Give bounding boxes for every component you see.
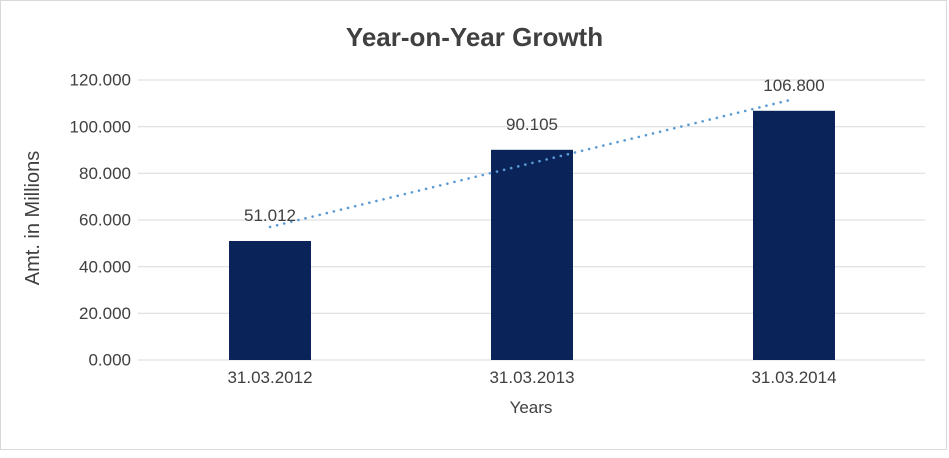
svg-text:31.03.2012: 31.03.2012 bbox=[227, 368, 312, 387]
svg-text:Amt. in Millions: Amt. in Millions bbox=[22, 151, 44, 285]
svg-text:60.000: 60.000 bbox=[79, 211, 131, 230]
svg-text:31.03.2014: 31.03.2014 bbox=[751, 368, 836, 387]
svg-text:106.800: 106.800 bbox=[763, 76, 824, 95]
svg-text:51.012: 51.012 bbox=[244, 206, 296, 225]
svg-text:Years: Years bbox=[510, 398, 553, 417]
svg-text:80.000: 80.000 bbox=[79, 164, 131, 183]
svg-text:20.000: 20.000 bbox=[79, 304, 131, 323]
svg-text:90.105: 90.105 bbox=[506, 115, 558, 134]
svg-text:100.000: 100.000 bbox=[70, 117, 131, 136]
svg-text:31.03.2013: 31.03.2013 bbox=[489, 368, 574, 387]
svg-text:120.000: 120.000 bbox=[70, 71, 131, 90]
svg-text:0.000: 0.000 bbox=[88, 351, 131, 370]
svg-text:40.000: 40.000 bbox=[79, 257, 131, 276]
